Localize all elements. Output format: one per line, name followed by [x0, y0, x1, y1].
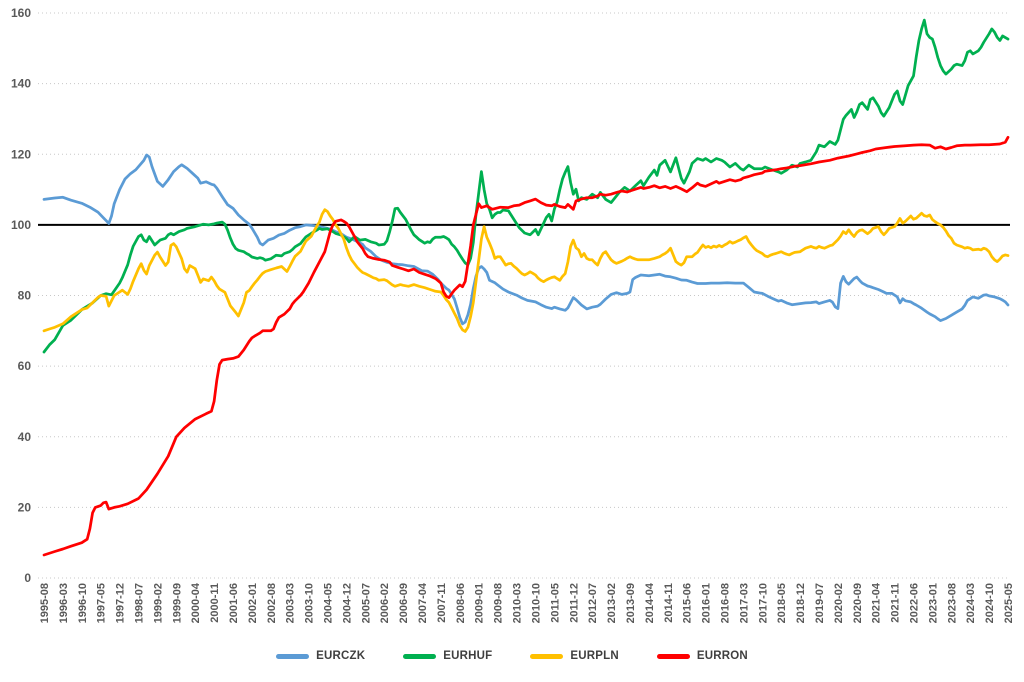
x-tick-label: 2002-08: [266, 583, 278, 623]
x-tick-label: 2018-12: [795, 583, 807, 623]
series-line-eurron: [42, 135, 1010, 557]
x-tick-label: 1999-09: [171, 583, 183, 623]
legend-label-eurczk: EURCZK: [316, 650, 366, 662]
y-tick-label: 120: [11, 147, 31, 161]
x-tick-label: 2024-10: [984, 583, 996, 623]
x-tick-label: 2016-08: [719, 583, 731, 623]
x-tick-label: 1996-10: [77, 583, 89, 623]
x-tick-label: 2004-05: [323, 583, 335, 623]
x-tick-label: 2013-02: [606, 583, 618, 623]
x-tick-label: 1998-07: [134, 583, 146, 623]
y-tick-label: 60: [18, 359, 32, 373]
legend-label-eurhuf: EURHUF: [443, 650, 493, 662]
x-tick-label: 2002-01: [247, 583, 259, 623]
eurczk-line-swatch-icon: [276, 653, 310, 659]
x-tick-label: 2014-11: [663, 583, 675, 623]
x-tick-label: 2010-10: [530, 583, 542, 623]
x-tick-label: 2021-11: [890, 583, 902, 623]
x-tick-label: 2021-04: [871, 582, 883, 623]
x-tick-label: 2017-03: [738, 583, 750, 623]
x-tick-label: 2018-05: [776, 583, 788, 623]
x-tick-label: 2005-07: [360, 583, 372, 623]
x-tick-label: 2014-04: [644, 582, 656, 623]
x-tick-label: 2000-11: [209, 583, 221, 623]
x-tick-label: 2004-12: [341, 583, 353, 623]
x-tick-label: 1995-08: [39, 583, 51, 623]
x-tick-label: 1997-12: [115, 583, 127, 623]
x-tick-label: 2023-01: [927, 583, 939, 623]
eurpln-line-swatch-icon: [530, 653, 564, 659]
series-line-eurczk: [42, 153, 1010, 326]
x-tick-label: 2006-02: [379, 583, 391, 623]
x-tick-label: 2003-03: [285, 583, 297, 623]
x-tick-label: 2012-07: [587, 583, 599, 623]
x-tick-label: 2020-02: [833, 583, 845, 623]
x-tick-label: 2015-06: [682, 583, 694, 623]
x-tick-label: 2013-09: [625, 583, 637, 623]
x-tick-label: 2024-03: [965, 583, 977, 623]
x-tick-label: 2003-10: [304, 583, 316, 623]
x-tick-label: 2020-09: [852, 583, 864, 623]
x-tick-label: 2010-03: [512, 583, 524, 623]
legend-item-eurron: EURRON: [656, 650, 748, 662]
x-tick-label: 2011-05: [549, 583, 561, 623]
legend-item-eurhuf: EURHUF: [403, 650, 492, 662]
x-tick-label: 2007-11: [436, 583, 448, 623]
legend-item-eurczk: EURCZK: [276, 650, 365, 662]
x-tick-label: 2023-08: [946, 583, 958, 623]
x-tick-label: 1999-02: [152, 583, 164, 623]
chart-legend: EURCZK EURHUF EURPLN EURRON: [0, 650, 1024, 662]
y-tick-label: 80: [18, 289, 32, 303]
legend-item-eurpln: EURPLN: [530, 650, 619, 662]
x-tick-label: 2022-06: [908, 583, 920, 623]
y-tick-label: 100: [11, 218, 31, 232]
y-tick-label: 20: [18, 500, 32, 514]
legend-label-eurron: EURRON: [696, 650, 748, 662]
y-tick-label: 140: [11, 77, 31, 91]
x-tick-label: 1996-03: [58, 583, 70, 623]
y-tick-label: 40: [18, 430, 32, 444]
eurhuf-line-swatch-icon: [403, 653, 437, 659]
series-line-eurpln: [42, 208, 1010, 333]
x-tick-label: 2025-05: [1003, 583, 1015, 623]
y-tick-label: 160: [11, 6, 31, 20]
series-line-eurhuf: [42, 18, 1010, 354]
x-tick-label: 2008-06: [455, 583, 467, 623]
x-tick-label: 2017-10: [757, 583, 769, 623]
x-tick-label: 2006-09: [398, 583, 410, 623]
x-tick-label: 2001-06: [228, 583, 240, 623]
x-tick-label: 2011-12: [568, 583, 580, 623]
x-tick-label: 2019-07: [814, 583, 826, 623]
legend-label-eurpln: EURPLN: [570, 650, 619, 662]
x-tick-label: 1997-05: [96, 583, 108, 623]
x-tick-label: 2009-01: [474, 583, 486, 623]
x-tick-label: 2007-04: [417, 582, 429, 623]
x-tick-label: 2009-08: [493, 583, 505, 623]
y-tick-label: 0: [24, 571, 31, 585]
x-tick-label: 2000-04: [190, 582, 202, 623]
eurron-line-swatch-icon: [656, 653, 690, 659]
x-tick-label: 2016-01: [701, 583, 713, 623]
